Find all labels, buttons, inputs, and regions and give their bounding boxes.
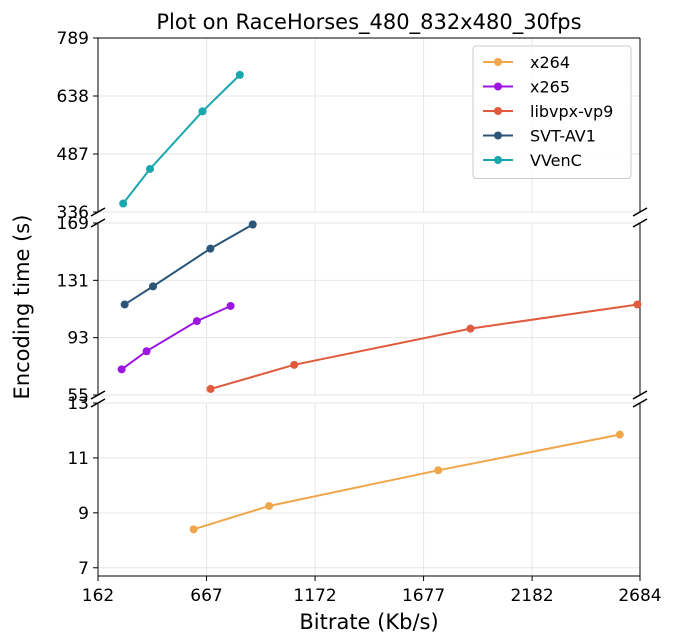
x-tick-label: 2684 [618, 586, 661, 606]
x-axis: 162 667 1172 1677 2182 2684 [82, 576, 662, 606]
break-mark [632, 207, 648, 217]
y-tick-label: 336 [57, 203, 89, 223]
legend-label: x264 [530, 53, 570, 72]
break-mark [90, 390, 106, 400]
y-tick-label: 789 [57, 29, 89, 49]
data-point [142, 347, 151, 356]
series-svt-av1 [120, 220, 257, 309]
legend-label: x265 [530, 78, 570, 97]
break-mark [90, 207, 106, 217]
break-mark [90, 218, 106, 228]
data-point [146, 164, 155, 173]
y-tick-label: 9 [78, 504, 89, 524]
y-tick-label: 7 [78, 559, 89, 579]
data-point [149, 282, 158, 291]
data-point [466, 324, 475, 333]
data-point [434, 466, 443, 475]
x-axis-label: Bitrate (Kb/s) [299, 610, 438, 634]
break-mark [632, 390, 648, 400]
legend-swatch-marker [494, 131, 502, 140]
chart-title: Plot on RaceHorses_480_832x480_30fps [156, 10, 581, 35]
data-point [198, 107, 207, 116]
x-tick-label: 2182 [510, 586, 553, 606]
data-point [192, 317, 201, 326]
legend-label: SVT-AV1 [530, 127, 596, 146]
legend-swatch-marker [494, 82, 502, 91]
series-line [124, 223, 254, 306]
y-tick-label: 487 [57, 145, 89, 165]
y-tick-label: 638 [57, 87, 89, 107]
y-axis-label: Encoding time (s) [10, 215, 34, 400]
legend: x264 x265 libvpx-vp9 SVT-AV1 VVenC [472, 45, 632, 179]
data-point [119, 199, 128, 208]
axis-break-marks [90, 207, 648, 408]
data-point [290, 360, 299, 369]
legend-label: libvpx-vp9 [530, 102, 613, 121]
data-point [235, 70, 244, 79]
legend-swatch-marker [494, 156, 502, 164]
series-line [121, 305, 232, 371]
y-tick-label: 11 [67, 449, 89, 469]
legend-label: VVenC [530, 151, 582, 170]
y-tick-label: 169 [57, 214, 89, 234]
series-libvpx-vp9 [206, 300, 642, 393]
legend-item: VVenC [483, 151, 582, 170]
legend-swatch-marker [494, 107, 502, 115]
x-tick-label: 1172 [293, 586, 336, 606]
data-point [633, 300, 642, 309]
legend-item: SVT-AV1 [483, 127, 596, 146]
x-tick-label: 667 [190, 586, 222, 606]
data-point [265, 501, 274, 510]
legend-item: x265 [483, 78, 570, 97]
data-point [189, 525, 198, 534]
data-point [120, 300, 129, 309]
data-point [248, 220, 257, 229]
data-point [206, 244, 215, 253]
data-point [206, 384, 215, 393]
series-x264 [189, 430, 624, 534]
legend-swatch-marker [494, 58, 502, 66]
panel-3: 7 9 11 13 [67, 394, 641, 579]
legend-frame [472, 45, 632, 179]
break-mark [632, 218, 648, 228]
series-vvenc [119, 70, 244, 208]
y-tick-label: 131 [57, 271, 89, 291]
data-point [615, 430, 624, 439]
legend-item: x264 [483, 53, 570, 72]
series-x265 [117, 301, 235, 374]
panel-1: 336 487 638 789 [57, 29, 641, 223]
break-mark [90, 398, 106, 408]
x-tick-label: 162 [82, 586, 114, 606]
x-tick-label: 1677 [402, 586, 445, 606]
data-point [117, 365, 126, 374]
y-tick-label: 55 [67, 386, 89, 406]
y-tick-label: 93 [67, 329, 89, 349]
y-tick-label: 13 [67, 394, 89, 414]
legend-item: libvpx-vp9 [483, 102, 613, 121]
series-line [210, 303, 638, 390]
series-line [193, 433, 620, 531]
data-point [226, 301, 235, 310]
series-line [122, 74, 241, 205]
break-mark [632, 398, 648, 408]
panel-2: 55 93 131 169 [57, 214, 641, 406]
